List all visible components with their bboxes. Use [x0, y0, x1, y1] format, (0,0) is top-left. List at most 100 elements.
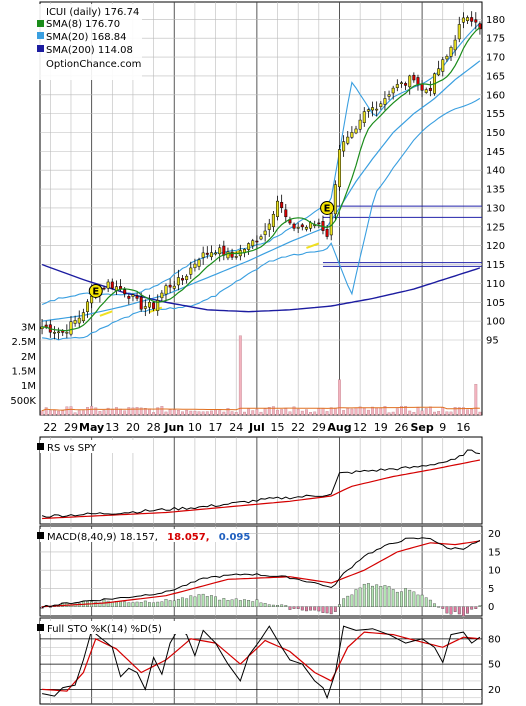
- volume-bar: [201, 411, 205, 416]
- volume-bar: [375, 407, 379, 416]
- macd-main-value: MACD(8,40,9) 18.157,: [47, 532, 158, 543]
- earnings-marker-label: E: [92, 286, 99, 297]
- price-tick-label: 155: [486, 109, 505, 120]
- volume-bar: [102, 410, 106, 416]
- sto-title-group: Full STO %K(14) %D(5): [37, 621, 190, 635]
- candle-body: [404, 83, 408, 86]
- candle-body: [152, 302, 156, 309]
- legend-swatch-sma20: [37, 32, 44, 39]
- volume-bar: [263, 408, 267, 416]
- volume-bar: [148, 408, 151, 416]
- rs-panel: [41, 449, 481, 520]
- sma20-line: [42, 60, 481, 322]
- candle-body: [172, 285, 176, 289]
- x-tick-label: 16: [456, 421, 470, 434]
- stochastic-panel: [42, 625, 481, 700]
- candle-body: [445, 56, 449, 60]
- candle-body: [164, 285, 168, 295]
- volume-bar: [44, 407, 48, 416]
- candle-body: [325, 229, 329, 237]
- volume-bar: [404, 406, 408, 416]
- volume-bar: [106, 407, 110, 416]
- volume-bar: [478, 411, 482, 416]
- candle-body: [143, 306, 147, 309]
- candle-body: [139, 296, 143, 310]
- macd-histogram-bar: [379, 586, 383, 607]
- volume-bar: [53, 409, 56, 416]
- macd-histogram-bar: [284, 605, 288, 607]
- macd-histogram-bar: [181, 597, 184, 607]
- candle-body: [300, 224, 304, 228]
- macd-histogram-bar: [416, 594, 420, 607]
- macd-histogram-bar: [280, 604, 284, 607]
- volume-tick-label: 1M: [21, 381, 36, 392]
- candle-body: [147, 302, 151, 308]
- macd-histogram-bar: [400, 591, 403, 607]
- x-tick-label: 29: [64, 421, 78, 434]
- macd-histogram-bar: [135, 601, 139, 607]
- volume-bar: [205, 411, 209, 416]
- volume-bar: [218, 410, 222, 416]
- macd-histogram-bar: [251, 601, 255, 607]
- candle-body: [354, 128, 358, 134]
- candle-body: [156, 300, 160, 311]
- volume-tick-label: 2M: [21, 352, 36, 363]
- volume-bar: [391, 411, 395, 416]
- volume-tick-label: 1.5M: [11, 367, 36, 378]
- earnings-marker-circle: [88, 283, 103, 298]
- macd-histogram-bar: [259, 602, 263, 607]
- legend-site: OptionChance.com: [46, 59, 141, 70]
- macd-histogram-bar: [94, 601, 98, 607]
- volume-bar: [81, 410, 85, 416]
- candle-body: [457, 24, 461, 40]
- volume-bar: [362, 407, 366, 416]
- tick-labels: 9510010511011512012513013514014515015516…: [10, 15, 505, 696]
- x-tick-label: Aug: [327, 421, 351, 434]
- volume-bar: [400, 406, 403, 416]
- candle-body: [470, 17, 474, 22]
- price-tick-label: 170: [486, 53, 505, 64]
- volume-bar: [57, 410, 61, 416]
- volume-bar: [123, 410, 127, 416]
- macd-histogram-bar: [342, 598, 346, 607]
- candle-body: [441, 59, 445, 72]
- rs-average-line: [42, 459, 481, 520]
- macd-histogram-bar: [197, 594, 201, 607]
- candle-body: [226, 251, 230, 259]
- volume-bar: [441, 407, 445, 416]
- yellow-mark: [99, 310, 113, 317]
- volume-bar: [222, 411, 226, 416]
- macd-histogram-bar: [404, 588, 408, 607]
- macd-histogram-bar: [243, 599, 246, 607]
- macd-histogram-bar: [433, 603, 436, 607]
- macd-histogram-bar: [185, 598, 189, 607]
- macd-histogram-bar: [292, 606, 296, 609]
- volume-bar: [305, 409, 308, 416]
- candle-body: [399, 82, 403, 84]
- volume-bar: [176, 410, 180, 416]
- volume-average-line: [41, 406, 480, 412]
- x-tick-label: 9: [439, 421, 446, 434]
- volume-bar: [395, 408, 399, 416]
- macd-histogram-bar: [470, 606, 474, 610]
- macd-histogram-bar: [205, 596, 209, 607]
- macd-histogram-bar: [441, 606, 445, 609]
- candle-body: [127, 296, 131, 299]
- macd-histogram-bar: [276, 605, 279, 607]
- candle-body: [412, 74, 416, 81]
- volume-bar: [313, 411, 317, 416]
- macd-histogram-bar: [366, 583, 370, 607]
- macd-tick-label: 5: [488, 584, 494, 595]
- volume-bar: [424, 408, 428, 416]
- candle-body: [420, 83, 424, 91]
- candle-body: [106, 281, 110, 289]
- volume-bar: [247, 408, 251, 416]
- candle-body: [86, 301, 89, 312]
- macd-histogram-bar: [160, 601, 164, 607]
- volume-bar: [164, 411, 168, 416]
- volume-bar: [457, 407, 461, 416]
- candle-body: [271, 213, 275, 227]
- candle-body: [284, 209, 288, 218]
- candle-body: [193, 263, 197, 269]
